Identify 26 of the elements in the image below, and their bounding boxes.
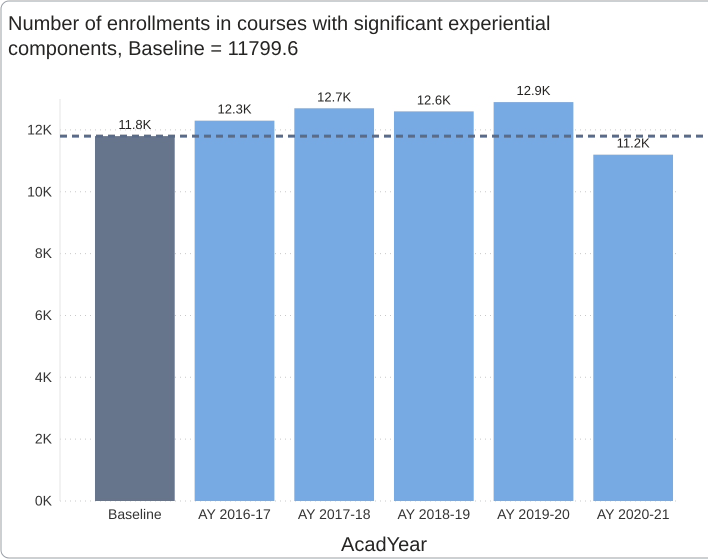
x-tick-label: Baseline [108, 506, 162, 522]
x-tick-label: AY 2019-20 [497, 506, 570, 522]
y-tick-label: 8K [34, 245, 53, 262]
y-tick-label: 2K [34, 430, 53, 447]
y-tick-label: 0K [34, 492, 53, 508]
x-tick-label: AY 2018-19 [398, 506, 470, 522]
x-tick-label: AY 2016-17 [198, 506, 272, 522]
bar [194, 120, 274, 501]
data-label: 12.3K [218, 102, 252, 117]
y-tick-label: 12K [27, 121, 53, 138]
data-label: 12.7K [317, 89, 352, 104]
x-tick-label: AY 2020-21 [596, 506, 670, 522]
x-axis-title: AcadYear [341, 534, 428, 556]
y-tick-label: 4K [34, 368, 53, 385]
y-tick-label: 6K [34, 306, 53, 323]
data-label: 12.6K [416, 92, 452, 108]
x-tick-label: AY 2017-18 [298, 506, 371, 522]
chart-title: Number of enrollments in courses with significant experiential components, Baseline = 11799.6 [8, 13, 550, 60]
y-tick-label: 10K [27, 183, 53, 200]
data-label: 11.8K [118, 117, 152, 132]
bar [593, 154, 674, 501]
bar [294, 108, 374, 501]
bar [494, 102, 574, 501]
bar [394, 111, 474, 501]
data-label: 11.2K [616, 136, 650, 151]
data-label: 12.9K [516, 83, 551, 98]
